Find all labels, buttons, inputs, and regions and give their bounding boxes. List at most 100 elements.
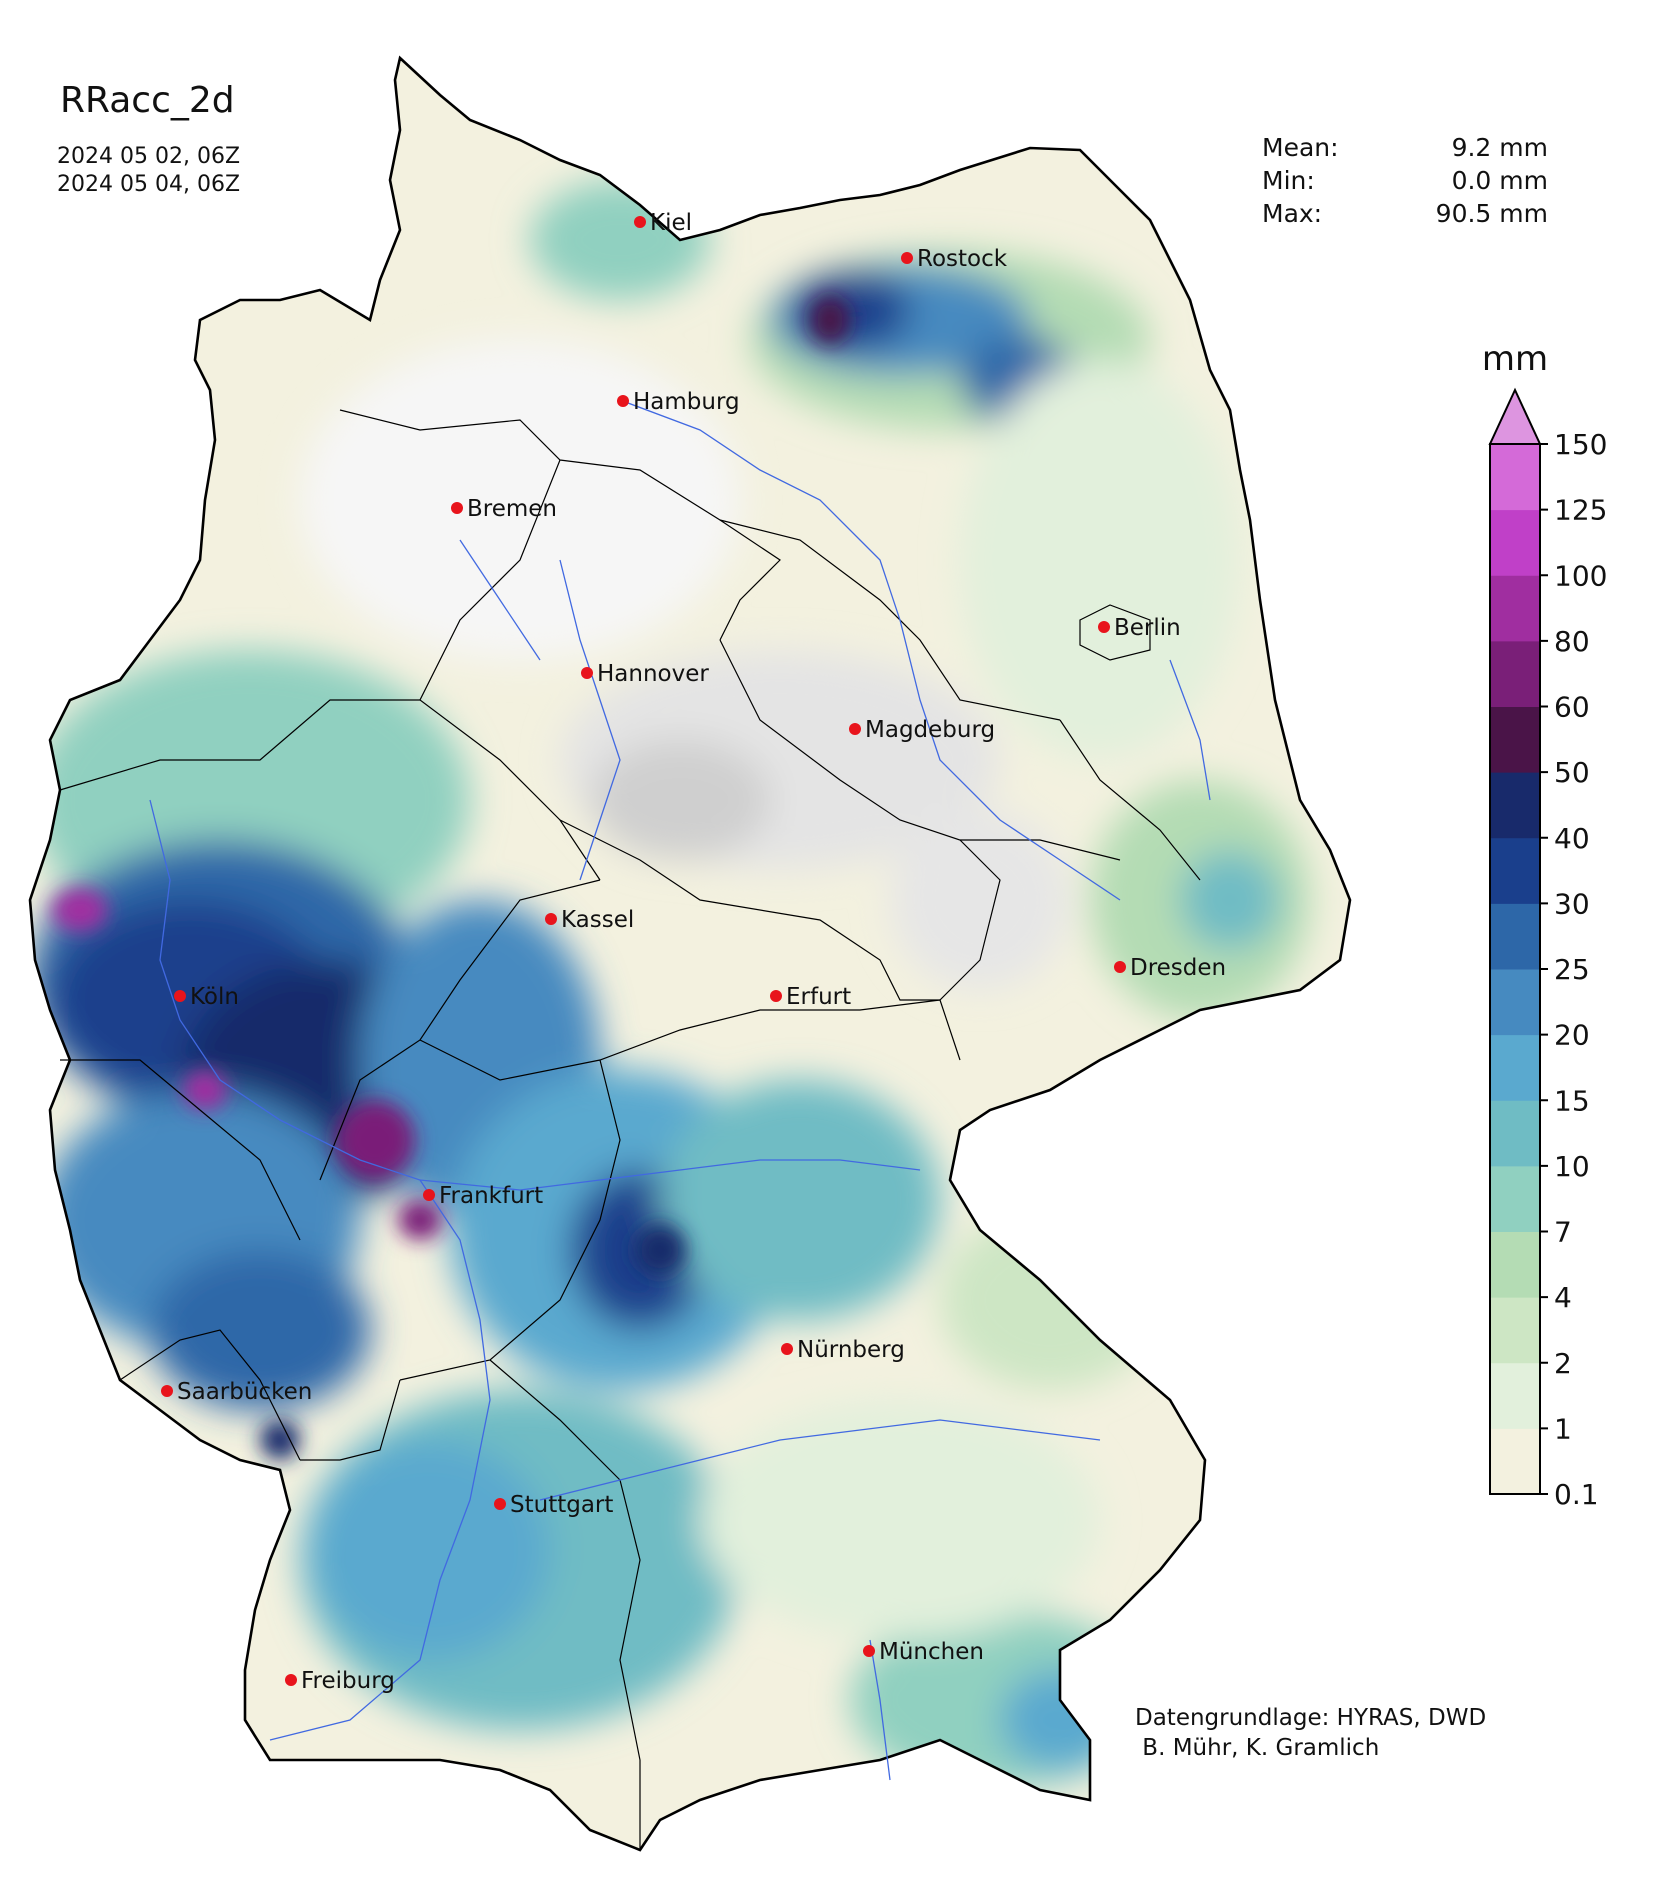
city-kassel: Kassel [545, 907, 634, 933]
city-magdeburg: Magdeburg [849, 717, 995, 743]
colorbar-label: 20 [1554, 1019, 1590, 1052]
city-label: Magdeburg [865, 717, 995, 743]
stat-max-label: Max: [1262, 199, 1323, 228]
city-frankfurt: Frankfurt [423, 1183, 543, 1209]
city-dot [423, 1189, 435, 1201]
city-label: Köln [190, 984, 239, 1010]
city-hamburg: Hamburg [617, 389, 740, 415]
colorbar-label: 7 [1554, 1216, 1572, 1249]
data-source-credit: Datengrundlage: HYRAS, DWD [1135, 1705, 1487, 1731]
city-dot [1114, 961, 1126, 973]
city-label: Nürnberg [797, 1337, 905, 1363]
colorbar-unit: mm [1482, 339, 1548, 379]
colorbar-band [1490, 1428, 1540, 1495]
city-bremen: Bremen [451, 496, 557, 522]
colorbar-band [1490, 969, 1540, 1036]
colorbar-band [1490, 1100, 1540, 1167]
colorbar-band [1490, 509, 1540, 576]
city-dot [863, 1645, 875, 1657]
colorbar-label: 50 [1554, 756, 1590, 789]
colorbar-label: 4 [1554, 1281, 1572, 1314]
city-dot [781, 1343, 793, 1355]
colorbar-band [1490, 772, 1540, 839]
city-dot [285, 1674, 297, 1686]
city-markers: Kiel Rostock Hamburg Bremen Berlin Hanno… [161, 210, 1226, 1694]
state-borders [59, 409, 1201, 1850]
colorbar-band [1490, 640, 1540, 707]
city-erfurt: Erfurt [770, 984, 851, 1010]
city-dot [494, 1498, 506, 1510]
colorbar-label: 0.1 [1554, 1478, 1599, 1511]
colorbar-band [1490, 837, 1540, 904]
colorbar-label: 150 [1554, 428, 1607, 461]
city-label: Dresden [1130, 955, 1226, 981]
city-kiel: Kiel [634, 210, 692, 236]
colorbar-label: 1 [1554, 1412, 1572, 1445]
colorbar-label: 15 [1554, 1084, 1590, 1117]
stat-mean-value: 9.2 mm [1451, 133, 1548, 162]
colorbar-band [1490, 903, 1540, 970]
period-start: 2024 05 02, 06Z [57, 144, 241, 169]
city-label: Hannover [597, 661, 709, 687]
colorbar-band [1490, 1297, 1540, 1364]
map-title: RRacc_2d [60, 80, 235, 121]
city-dot [581, 667, 593, 679]
colorbar-label: 100 [1554, 559, 1607, 592]
stat-min-value: 0.0 mm [1451, 166, 1548, 195]
city-label: Stuttgart [510, 1492, 613, 1518]
colorbar: mm 0.1 1 2 4 7 10 15 20 25 30 40 50 60 80 100 125 150 [1482, 339, 1608, 1511]
city-label: Hamburg [633, 389, 740, 415]
colorbar-label: 30 [1554, 887, 1590, 920]
city-dot [901, 252, 913, 264]
colorbar-band [1490, 444, 1540, 511]
city-label: Frankfurt [439, 1183, 543, 1209]
city-label: Kiel [650, 210, 692, 236]
city-dot [1098, 621, 1110, 633]
colorbar-label: 40 [1554, 822, 1590, 855]
city-stuttgart: Stuttgart [494, 1492, 613, 1518]
city-label: Rostock [917, 246, 1008, 272]
colorbar-band [1490, 575, 1540, 642]
city-label: Erfurt [786, 984, 851, 1010]
colorbar-band [1490, 706, 1540, 773]
city-dot [849, 723, 861, 735]
rivers [149, 399, 1211, 1781]
city-label: München [879, 1639, 984, 1665]
city-dot [545, 913, 557, 925]
stat-mean-label: Mean: [1262, 133, 1339, 162]
city-muenchen: München [863, 1639, 984, 1665]
city-label: Berlin [1114, 615, 1181, 641]
colorbar-extend-arrow [1488, 387, 1542, 445]
city-label: Freiburg [301, 1668, 395, 1694]
city-berlin: Berlin [1098, 615, 1181, 641]
city-dot [617, 395, 629, 407]
colorbar-band [1490, 1034, 1540, 1101]
stat-min-label: Min: [1262, 166, 1315, 195]
period-end: 2024 05 04, 06Z [57, 172, 241, 197]
colorbar-label: 10 [1554, 1150, 1590, 1183]
city-dot [634, 216, 646, 228]
city-dot [451, 502, 463, 514]
city-nuernberg: Nürnberg [781, 1337, 905, 1363]
city-dot [770, 990, 782, 1002]
colorbar-label: 125 [1554, 494, 1607, 527]
city-label: Kassel [561, 907, 634, 933]
colorbar-label: 80 [1554, 625, 1590, 658]
city-label: Bremen [467, 496, 557, 522]
city-dot [174, 990, 186, 1002]
city-freiburg: Freiburg [285, 1668, 395, 1694]
colorbar-label: 2 [1554, 1347, 1572, 1380]
city-dot [161, 1385, 173, 1397]
colorbar-band [1490, 1362, 1540, 1429]
colorbar-band [1490, 1231, 1540, 1298]
city-hannover: Hannover [581, 661, 709, 687]
colorbar-band [1490, 1165, 1540, 1232]
colorbar-label: 60 [1554, 691, 1590, 724]
colorbar-frame [1489, 443, 1541, 1495]
stat-max-value: 90.5 mm [1435, 199, 1548, 228]
city-koeln: Köln [174, 984, 239, 1010]
city-saarbruecken: Saarbücken [161, 1379, 312, 1405]
city-label: Saarbücken [177, 1379, 312, 1405]
